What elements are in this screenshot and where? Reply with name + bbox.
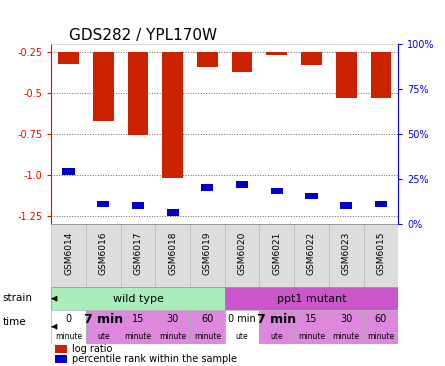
Text: GSM6019: GSM6019 — [203, 231, 212, 275]
Bar — [55, 345, 67, 353]
Bar — [128, 52, 148, 135]
Bar — [267, 52, 287, 55]
Bar — [190, 224, 225, 287]
Text: GSM6020: GSM6020 — [238, 231, 247, 275]
Bar — [375, 201, 387, 208]
Text: ute: ute — [97, 332, 109, 341]
Text: GDS282 / YPL170W: GDS282 / YPL170W — [69, 28, 217, 43]
Bar — [93, 52, 113, 121]
Text: 30: 30 — [166, 314, 179, 324]
Bar — [162, 52, 183, 178]
Bar — [51, 224, 86, 287]
Bar — [301, 52, 322, 65]
Text: 0 min: 0 min — [228, 314, 256, 324]
Text: GSM6021: GSM6021 — [272, 231, 281, 275]
Text: time: time — [2, 317, 26, 327]
Text: GSM6022: GSM6022 — [307, 231, 316, 274]
Bar — [58, 52, 79, 64]
Text: ute: ute — [271, 332, 283, 341]
Text: minute: minute — [298, 332, 325, 341]
Text: GSM6014: GSM6014 — [64, 231, 73, 275]
Bar — [86, 310, 121, 344]
Bar — [62, 168, 75, 175]
Bar — [364, 310, 398, 344]
Text: 0: 0 — [65, 314, 72, 324]
Bar — [259, 310, 294, 344]
Bar — [190, 310, 225, 344]
Text: wild type: wild type — [113, 294, 163, 304]
Text: minute: minute — [159, 332, 186, 341]
Bar — [259, 224, 294, 287]
Bar — [294, 310, 329, 344]
Bar — [197, 52, 218, 67]
Bar — [86, 224, 121, 287]
Text: 30: 30 — [340, 314, 352, 324]
Bar — [166, 209, 179, 216]
Bar — [336, 52, 356, 98]
Bar — [155, 310, 190, 344]
Text: ppt1 mutant: ppt1 mutant — [277, 294, 346, 304]
Text: minute: minute — [333, 332, 360, 341]
Bar — [364, 224, 398, 287]
Text: 60: 60 — [375, 314, 387, 324]
Text: minute: minute — [125, 332, 151, 341]
Bar — [225, 287, 398, 310]
Bar — [232, 52, 252, 72]
Text: GSM6023: GSM6023 — [342, 231, 351, 275]
Bar — [340, 202, 352, 209]
Text: GSM6016: GSM6016 — [99, 231, 108, 275]
Text: 15: 15 — [132, 314, 144, 324]
Bar — [55, 355, 67, 363]
Bar — [329, 310, 364, 344]
Bar — [225, 224, 259, 287]
Bar — [236, 181, 248, 188]
Text: 7 min: 7 min — [257, 313, 296, 326]
Text: minute: minute — [55, 332, 82, 341]
Bar — [201, 184, 214, 191]
Text: log ratio: log ratio — [72, 344, 113, 354]
Text: GSM6018: GSM6018 — [168, 231, 177, 275]
Text: strain: strain — [2, 293, 32, 303]
Text: 7 min: 7 min — [84, 313, 123, 326]
Text: GSM6017: GSM6017 — [134, 231, 142, 275]
Bar — [132, 202, 144, 209]
Bar — [155, 224, 190, 287]
Text: GSM6015: GSM6015 — [376, 231, 385, 275]
Bar — [371, 52, 391, 98]
Bar — [121, 310, 155, 344]
Bar — [271, 188, 283, 194]
Bar — [51, 287, 225, 310]
Text: minute: minute — [368, 332, 394, 341]
Text: 60: 60 — [201, 314, 214, 324]
Bar — [329, 224, 364, 287]
Bar — [294, 224, 329, 287]
Bar — [97, 201, 109, 208]
Bar — [51, 310, 86, 344]
Text: ute: ute — [236, 332, 248, 341]
Bar — [121, 224, 155, 287]
Text: 15: 15 — [305, 314, 318, 324]
Text: percentile rank within the sample: percentile rank within the sample — [72, 354, 237, 364]
Bar — [305, 193, 318, 199]
Bar — [225, 310, 259, 344]
Text: minute: minute — [194, 332, 221, 341]
